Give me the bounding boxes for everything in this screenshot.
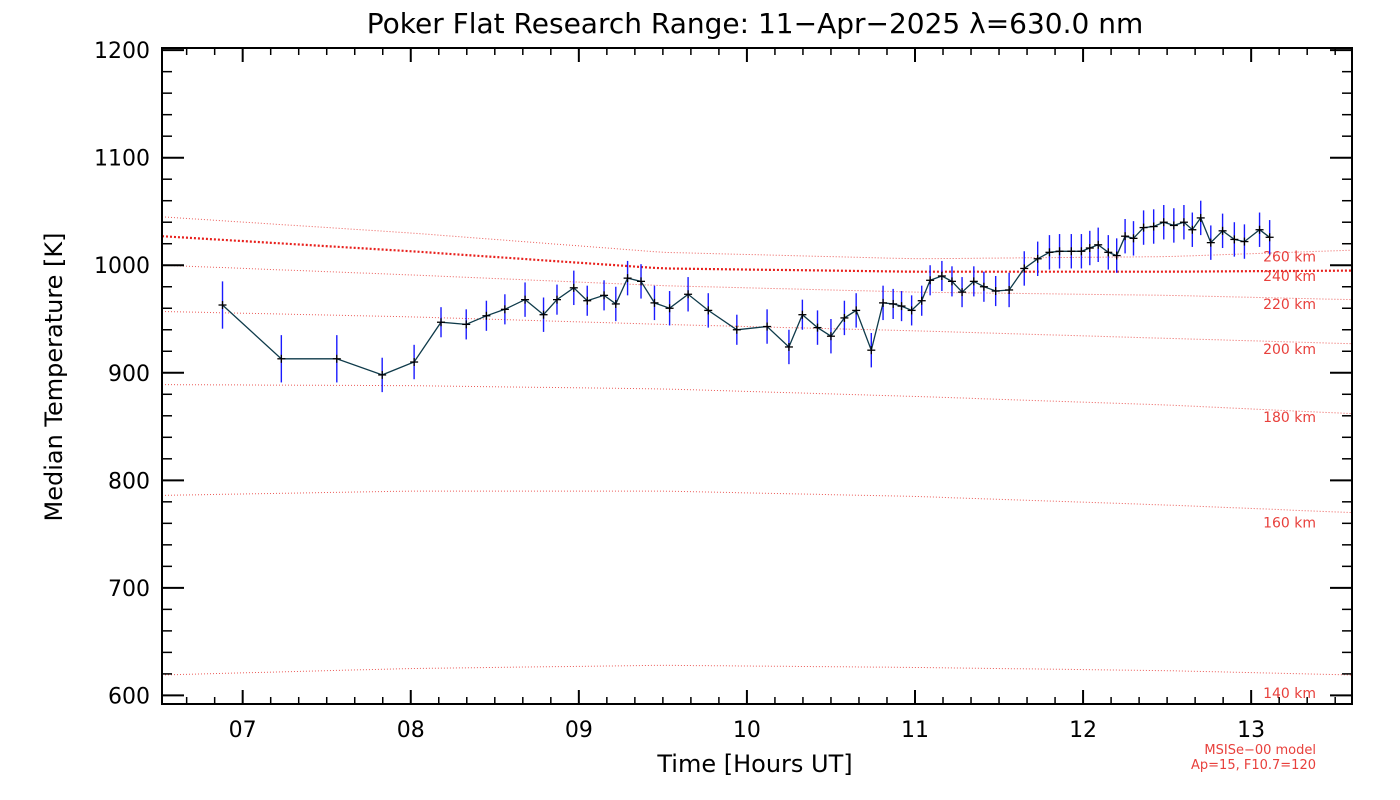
x-tick-label: 07 [229, 718, 257, 743]
km-label-140-km: 140 km [1263, 686, 1316, 702]
y-tick-label: 1200 [94, 39, 150, 64]
km-label-180-km: 180 km [1263, 410, 1316, 426]
model-curve-160-km [161, 490, 1353, 514]
axes-layer: 07 08 09 10 11 12 13 600 700 800 900 1000 1100 1200 [94, 39, 1352, 743]
y-tick-label: 1100 [94, 147, 150, 172]
y-tick-label: 700 [108, 577, 150, 602]
model-curve-240-km [161, 235, 1353, 273]
x-tick-label: 13 [1237, 718, 1265, 743]
model-curve-260-km [161, 216, 1353, 260]
y-axis-label: Median Temperature [K] [40, 232, 68, 521]
x-tick-label: 11 [901, 718, 929, 743]
y-tick-label: 800 [108, 469, 150, 494]
km-label-240-km: 240 km [1263, 269, 1316, 285]
model-curve-220-km [161, 264, 1353, 301]
data-layer [218, 200, 1274, 393]
km-label-220-km: 220 km [1263, 297, 1316, 313]
x-tick-label: 12 [1069, 718, 1097, 743]
model-annotation-line1: MSISe−00 model [1204, 743, 1316, 758]
km-label-200-km: 200 km [1263, 342, 1316, 358]
km-label-260-km: 260 km [1263, 250, 1316, 266]
km-labels-layer: 260 km 240 km 220 km 200 km 180 km 160 km 140 … [1263, 250, 1316, 703]
km-label-160-km: 160 km [1263, 515, 1316, 531]
model-curves-layer [161, 216, 1353, 676]
model-curve-180-km [161, 384, 1353, 415]
chart-title: Poker Flat Research Range: 11−Apr−2025 λ… [367, 7, 1143, 40]
x-tick-label: 08 [397, 718, 425, 743]
data-line [222, 216, 1270, 376]
x-axis-label: Time [Hours UT] [656, 750, 852, 778]
plot-frame [161, 47, 1353, 705]
x-tick-label: 09 [565, 718, 593, 743]
model-curve-200-km [161, 311, 1353, 345]
model-curve-140-km [161, 664, 1353, 676]
y-tick-label: 1000 [94, 254, 150, 279]
y-tick-label: 600 [108, 684, 150, 709]
y-tick-label: 900 [108, 362, 150, 387]
x-tick-label: 10 [733, 718, 761, 743]
model-annotation-line2: Ap=15, F10.7=120 [1191, 758, 1316, 773]
